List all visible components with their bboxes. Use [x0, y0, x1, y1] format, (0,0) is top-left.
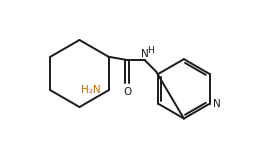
Text: N: N	[213, 99, 220, 109]
Text: H: H	[147, 46, 154, 55]
Text: O: O	[123, 86, 131, 96]
Text: N: N	[141, 49, 149, 59]
Text: H₂N: H₂N	[81, 85, 100, 95]
